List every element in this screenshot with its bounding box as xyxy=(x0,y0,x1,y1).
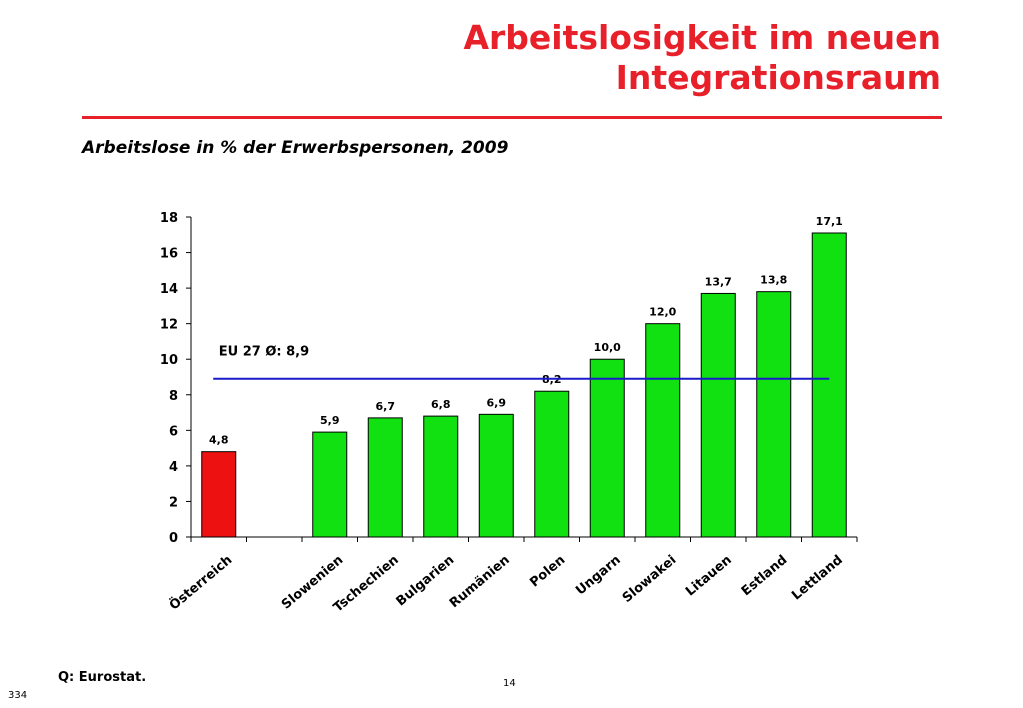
data-label: 13,8 xyxy=(760,274,787,287)
data-label: 6,7 xyxy=(376,400,396,413)
y-tick-label: 4 xyxy=(169,460,178,475)
y-tick-label: 8 xyxy=(169,389,178,404)
page-number: 14 xyxy=(503,678,516,689)
x-tick-label: Estland xyxy=(739,553,790,600)
bar xyxy=(756,291,792,538)
bar xyxy=(201,451,237,538)
slide-id: 334 xyxy=(8,690,28,701)
chart-subtitle: Arbeitslose in % der Erwerbspersonen, 20… xyxy=(82,138,509,158)
bar xyxy=(700,292,736,538)
x-tick-label: Lettland xyxy=(789,553,846,604)
x-tick-label: Österreich xyxy=(166,552,235,614)
data-label: 10,0 xyxy=(594,341,621,354)
bar xyxy=(423,415,459,538)
data-label: 5,9 xyxy=(320,414,340,427)
y-tick-label: 10 xyxy=(160,353,178,368)
data-label: 13,7 xyxy=(705,275,732,288)
y-tick-label: 2 xyxy=(169,495,178,510)
x-tick-label: Polen xyxy=(527,553,568,591)
data-label: 6,9 xyxy=(487,396,507,409)
y-tick-label: 0 xyxy=(169,531,178,546)
bar xyxy=(312,431,348,538)
x-tick-label: Rumänien xyxy=(447,553,513,612)
bar xyxy=(478,413,514,538)
bar xyxy=(811,232,847,538)
x-tick-label: Ungarn xyxy=(573,553,624,599)
y-tick-label: 16 xyxy=(160,247,178,262)
x-tick-label: Litauen xyxy=(683,553,735,600)
y-tick-label: 14 xyxy=(160,282,178,297)
data-label: 6,8 xyxy=(431,398,451,411)
y-tick-label: 12 xyxy=(160,318,178,333)
eu-average-label: EU 27 Ø: 8,9 xyxy=(219,345,309,360)
title-line-1: Arbeitslosigkeit im neuen xyxy=(463,18,941,57)
page-title: Arbeitslosigkeit im neuen Integrationsra… xyxy=(241,18,941,98)
bar xyxy=(589,358,625,538)
title-divider xyxy=(82,116,942,119)
bar xyxy=(367,417,403,538)
y-tick-label: 18 xyxy=(160,211,178,226)
data-label: 4,8 xyxy=(209,434,229,447)
bar xyxy=(534,390,570,538)
title-line-2: Integrationsraum xyxy=(615,58,941,97)
data-label: 12,0 xyxy=(649,306,676,319)
source-note: Q: Eurostat. xyxy=(58,670,147,685)
bar xyxy=(645,323,681,538)
x-tick-label: Slowakei xyxy=(620,553,680,606)
data-label: 17,1 xyxy=(816,215,843,228)
y-tick-label: 6 xyxy=(169,424,178,439)
